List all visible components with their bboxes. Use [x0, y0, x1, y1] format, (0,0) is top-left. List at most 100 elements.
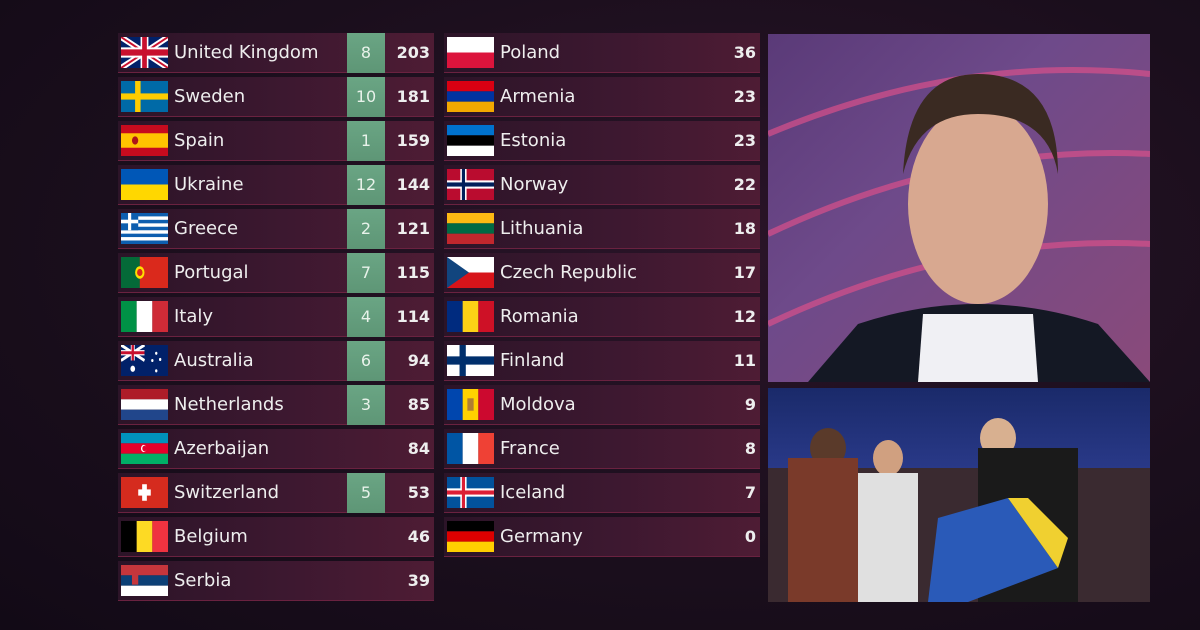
country-name: Poland	[500, 42, 561, 63]
scoreboard-row: Netherlands 3 85	[118, 385, 434, 425]
country-name: Italy	[174, 306, 214, 327]
total-score: 11	[733, 351, 756, 370]
total-score: 144	[396, 175, 430, 194]
flag-pt-icon	[121, 257, 168, 288]
flag-nl-icon	[121, 389, 168, 420]
scoreboard-row: Ukraine 12 144	[118, 165, 434, 205]
scoreboard-row: Azerbaijan 84	[118, 429, 434, 469]
points-awarded-badge: 5	[347, 473, 385, 513]
country-name: Estonia	[500, 130, 567, 151]
flag-ch-icon	[121, 477, 168, 508]
country-name: Netherlands	[174, 394, 284, 415]
total-score: 181	[396, 87, 430, 106]
flag-md-icon	[447, 389, 494, 420]
total-score: 84	[407, 439, 430, 458]
country-name: Portugal	[174, 262, 249, 283]
flag-it-icon	[121, 301, 168, 332]
points-awarded-badge: 10	[347, 77, 385, 117]
scoreboard-row: France 8	[444, 429, 760, 469]
points-awarded-badge: 8	[347, 33, 385, 73]
flag-ee-icon	[447, 125, 494, 156]
flag-ro-icon	[447, 301, 494, 332]
flag-es-icon	[121, 125, 168, 156]
country-name: Switzerland	[174, 482, 279, 503]
country-name: Spain	[174, 130, 225, 151]
flag-am-icon	[447, 81, 494, 112]
scoreboard-row: Belgium 46	[118, 517, 434, 557]
total-score: 7	[744, 483, 756, 502]
scoreboard-row: United Kingdom 8 203	[118, 33, 434, 73]
total-score: 23	[733, 87, 756, 106]
total-score: 159	[396, 131, 430, 150]
scoreboard-row: Moldova 9	[444, 385, 760, 425]
country-name: Greece	[174, 218, 239, 239]
flag-cz-icon	[447, 257, 494, 288]
country-name: Germany	[500, 526, 583, 547]
points-awarded-badge: 4	[347, 297, 385, 337]
total-score: 36	[733, 43, 756, 62]
green-room-video-feed	[768, 388, 1150, 602]
total-score: 39	[407, 571, 430, 590]
country-name: Romania	[500, 306, 579, 327]
total-score: 8	[744, 439, 756, 458]
green-room-image	[768, 418, 1150, 602]
country-name: Belgium	[174, 526, 248, 547]
scoreboard-row: Estonia 23	[444, 121, 760, 161]
flag-au-icon	[121, 345, 168, 376]
flag-pl-icon	[447, 37, 494, 68]
points-awarded-badge: 7	[347, 253, 385, 293]
scoreboard-row: Portugal 7 115	[118, 253, 434, 293]
host-image	[768, 67, 1150, 382]
total-score: 9	[744, 395, 756, 414]
scoreboard-row: Serbia 39	[118, 561, 434, 601]
scoreboard-row: Italy 4 114	[118, 297, 434, 337]
total-score: 18	[733, 219, 756, 238]
flag-se-icon	[121, 81, 168, 112]
total-score: 23	[733, 131, 756, 150]
scoreboard-row: Iceland 7	[444, 473, 760, 513]
scoreboard-row: Switzerland 5 53	[118, 473, 434, 513]
flag-gb-icon	[121, 37, 168, 68]
total-score: 203	[396, 43, 430, 62]
flag-de-icon	[447, 521, 494, 552]
scoreboard-row: Sweden 10 181	[118, 77, 434, 117]
country-name: Ukraine	[174, 174, 244, 195]
points-awarded-badge: 6	[347, 341, 385, 381]
points-awarded-badge: 1	[347, 121, 385, 161]
scoreboard-row: Lithuania 18	[444, 209, 760, 249]
total-score: 94	[407, 351, 430, 370]
country-name: Australia	[174, 350, 254, 371]
flag-fr-icon	[447, 433, 494, 464]
flag-is-icon	[447, 477, 494, 508]
total-score: 53	[407, 483, 430, 502]
flag-be-icon	[121, 521, 168, 552]
total-score: 114	[396, 307, 430, 326]
flag-ua-icon	[121, 169, 168, 200]
scoreboard-row: Spain 1 159	[118, 121, 434, 161]
scoreboard-row: Norway 22	[444, 165, 760, 205]
total-score: 0	[744, 527, 756, 546]
flag-fi-icon	[447, 345, 494, 376]
host-video-feed	[768, 34, 1150, 382]
country-name: Moldova	[500, 394, 576, 415]
flag-no-icon	[447, 169, 494, 200]
scoreboard-row: Greece 2 121	[118, 209, 434, 249]
total-score: 22	[733, 175, 756, 194]
total-score: 46	[407, 527, 430, 546]
points-awarded-badge: 2	[347, 209, 385, 249]
scoreboard-left-column: United Kingdom 8 203 Sweden 10 181 Spain 1 159 Uk…	[118, 33, 434, 605]
country-name: Lithuania	[500, 218, 584, 239]
flag-az-icon	[121, 433, 168, 464]
scoreboard-row: Czech Republic 17	[444, 253, 760, 293]
total-score: 115	[396, 263, 430, 282]
country-name: United Kingdom	[174, 42, 319, 63]
scoreboard-row: Romania 12	[444, 297, 760, 337]
flag-gr-icon	[121, 213, 168, 244]
points-awarded-badge: 12	[347, 165, 385, 205]
country-name: Armenia	[500, 86, 576, 107]
country-name: Azerbaijan	[174, 438, 270, 459]
scoreboard-row: Poland 36	[444, 33, 760, 73]
scoreboard-row: Germany 0	[444, 517, 760, 557]
country-name: Czech Republic	[500, 262, 638, 283]
points-awarded-badge: 3	[347, 385, 385, 425]
